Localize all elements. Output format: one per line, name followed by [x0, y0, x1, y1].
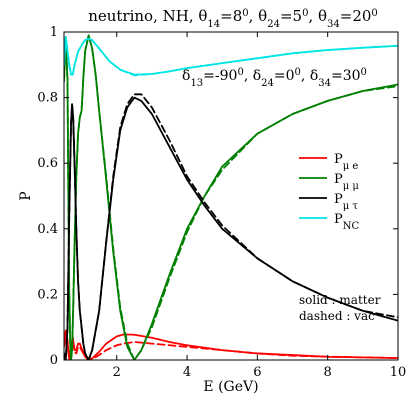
- y-tick-label: 0.4: [37, 222, 58, 237]
- x-tick-label: 2: [113, 365, 121, 380]
- parameter-annotation: δ13=-900, δ24=00, δ34=300: [182, 67, 367, 89]
- plot-frame: [63, 31, 399, 361]
- note-dashed: dashed : vac: [299, 309, 375, 323]
- chart-title: neutrino, NH, θ14=80, θ24=50, θ34=200: [88, 7, 378, 30]
- legend-label: Pμ e: [334, 152, 358, 172]
- x-tick-label: 10: [390, 365, 407, 380]
- series-layer: [64, 34, 398, 360]
- series-line-Pmutau_vac: [64, 93, 398, 360]
- legend-label: PNC: [334, 212, 360, 232]
- x-tick-label: 8: [324, 365, 332, 380]
- y-tick-label: 0.6: [37, 156, 58, 171]
- y-tick-label: 0.8: [37, 91, 58, 106]
- y-axis-label: P: [18, 191, 34, 200]
- y-tick-label: 0.2: [37, 287, 58, 302]
- y-tick-label: 0: [50, 353, 58, 368]
- note-solid: solid : matter: [299, 293, 381, 307]
- y-tick-label: 1: [50, 25, 58, 40]
- legend-label: Pμ τ: [334, 192, 358, 212]
- series-line-PNC_vac: [64, 36, 398, 77]
- x-axis-label: E (GeV): [203, 379, 258, 395]
- x-tick-label: 6: [253, 365, 261, 380]
- ticks-layer: 2 4 6 8 10 0 0.2 0.4 0.6 0.8 1: [37, 25, 406, 380]
- x-tick-label: 4: [183, 365, 191, 380]
- legend-label: Pμ μ: [334, 172, 359, 192]
- series-line-Pmumu_vac: [64, 34, 398, 360]
